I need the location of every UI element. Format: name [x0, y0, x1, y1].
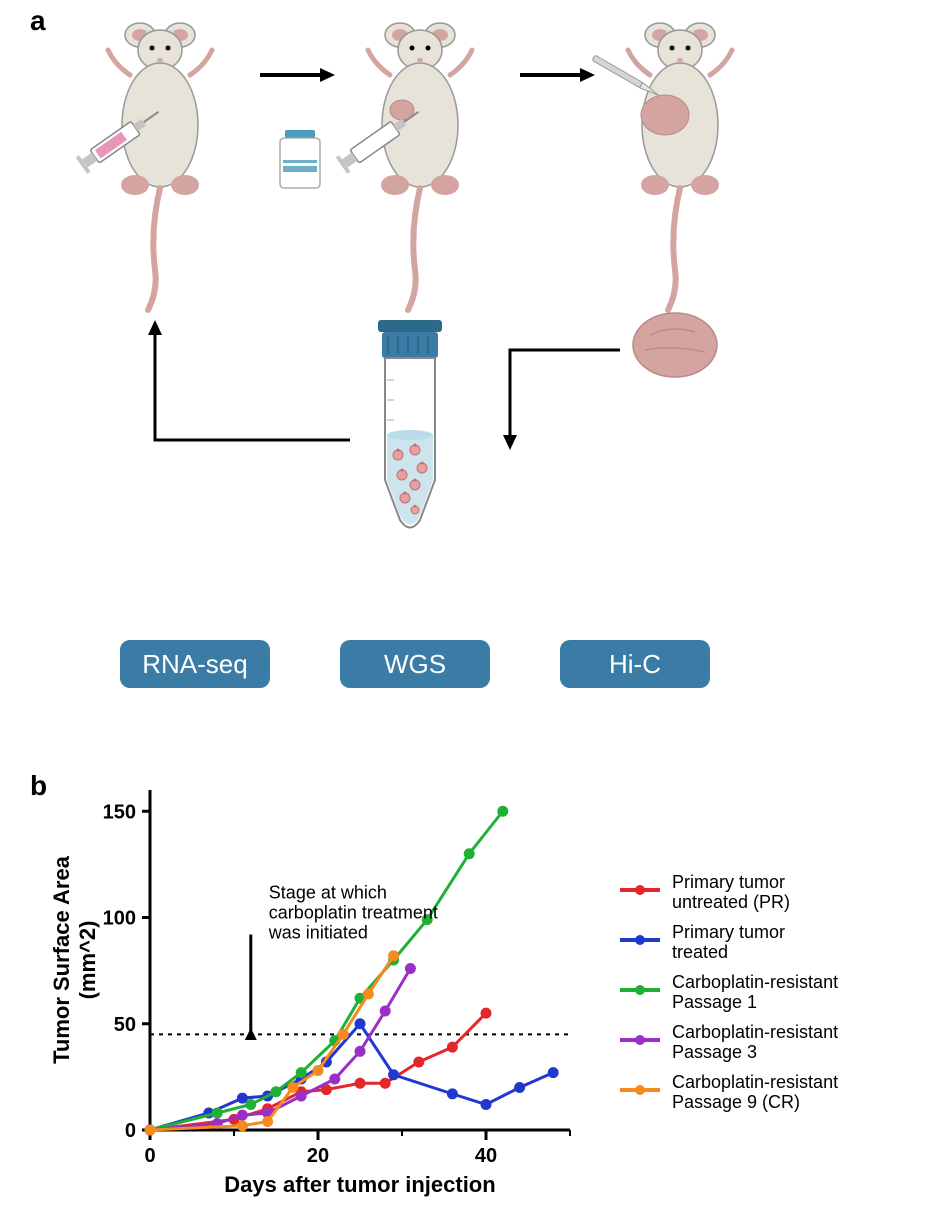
series-marker [448, 1089, 457, 1098]
series-marker [238, 1111, 247, 1120]
annotation-arrowhead [245, 1028, 257, 1040]
legend-label: untreated (PR) [672, 892, 790, 912]
legend-marker [635, 1035, 645, 1045]
series-marker [549, 1068, 558, 1077]
arrow-icon [148, 320, 350, 440]
legend-label: Primary tumor [672, 922, 785, 942]
series-marker [246, 1100, 255, 1109]
x-axis-label: Days after tumor injection [224, 1172, 495, 1197]
series-marker [406, 964, 415, 973]
series-marker [389, 1070, 398, 1079]
series-marker [448, 1043, 457, 1052]
y-axis-label: (mm^2) [75, 921, 100, 1000]
legend-label: Passage 9 (CR) [672, 1092, 800, 1112]
ytick-label: 50 [114, 1014, 136, 1036]
tumor-icon [633, 313, 717, 377]
xtick-label: 0 [144, 1145, 155, 1167]
analysis-wgs-box: WGS [340, 640, 490, 688]
series-marker [297, 1068, 306, 1077]
legend-marker [635, 885, 645, 895]
series-marker [515, 1083, 524, 1092]
series-marker [330, 1075, 339, 1084]
chart-svg: 0 50 100 150 0 20 40 Stage at whichcarboplatin … [40, 770, 910, 1210]
arrow-icon [520, 68, 595, 82]
legend-label: Primary tumor [672, 872, 785, 892]
series-marker [272, 1087, 281, 1096]
series-marker [482, 1100, 491, 1109]
series-marker [288, 1083, 297, 1092]
annotation-text: carboplatin treatment [269, 903, 438, 923]
series-marker [498, 807, 507, 816]
y-axis-label: Tumor Surface Area [49, 855, 74, 1064]
vial-icon [280, 130, 320, 188]
legend-marker [635, 985, 645, 995]
legend-label: Carboplatin-resistant [672, 1022, 838, 1042]
series-marker [297, 1092, 306, 1101]
legend-marker [635, 1085, 645, 1095]
xtick-label: 20 [307, 1145, 329, 1167]
arrow-icon [503, 350, 620, 450]
series-marker [238, 1121, 247, 1130]
series-marker [356, 1019, 365, 1028]
analysis-hic-box: Hi-C [560, 640, 710, 688]
series-marker [146, 1126, 155, 1135]
series-marker [389, 951, 398, 960]
ytick-label: 0 [125, 1120, 136, 1142]
series-marker [213, 1109, 222, 1118]
series-marker [314, 1066, 323, 1075]
panel-b-chart: 0 50 100 150 0 20 40 Stage at whichcarboplatin … [40, 770, 910, 1210]
legend-marker [635, 935, 645, 945]
legend-label: Passage 3 [672, 1042, 757, 1062]
ytick-label: 100 [103, 908, 136, 930]
legend-label: Carboplatin-resistant [672, 972, 838, 992]
series-marker [356, 1079, 365, 1088]
annotation-text: Stage at which [269, 883, 387, 903]
xtick-label: 40 [475, 1145, 497, 1167]
series-marker [465, 849, 474, 858]
legend-label: Carboplatin-resistant [672, 1072, 838, 1092]
analysis-rnaseq-box: RNA-seq [120, 640, 270, 688]
series-marker [414, 1058, 423, 1067]
legend-label: Passage 1 [672, 992, 757, 1012]
series-marker [356, 1047, 365, 1056]
series-marker [238, 1094, 247, 1103]
series-marker [381, 1079, 390, 1088]
legend-label: treated [672, 942, 728, 962]
series-marker [482, 1009, 491, 1018]
panel-a-svg [60, 10, 760, 720]
series-marker [339, 1030, 348, 1039]
series-marker [381, 1007, 390, 1016]
annotation-text: was initiated [268, 923, 368, 943]
series-line [150, 956, 394, 1130]
mouse-treatment-icon [336, 23, 472, 310]
ytick-label: 150 [103, 801, 136, 823]
panel-a-diagram [60, 10, 760, 720]
tube-icon [378, 320, 442, 528]
series-marker [263, 1117, 272, 1126]
mouse-injection-icon [76, 23, 212, 310]
mouse-surgery-icon [592, 23, 732, 310]
panel-a-label: a [30, 5, 46, 37]
arrow-icon [260, 68, 335, 82]
series-marker [364, 990, 373, 999]
